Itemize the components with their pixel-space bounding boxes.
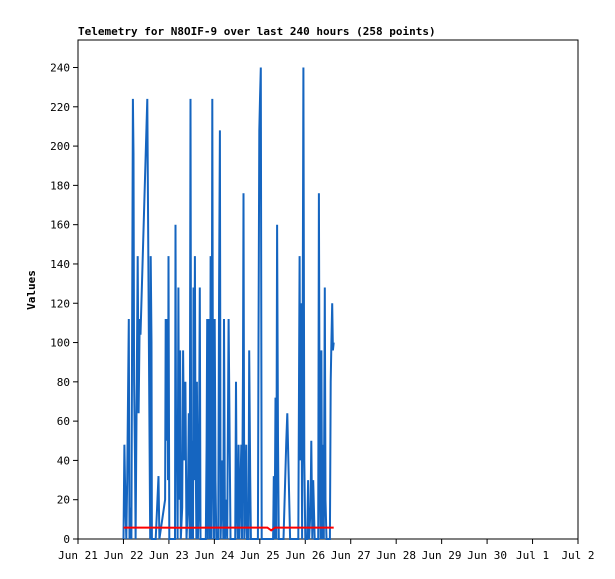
y-axis: 0 20 40 60 80 100 120 140 160 180 200 220 240 [50,62,78,546]
x-tick-label: Jun 27 [331,549,371,562]
y-tick-label: 200 [50,140,70,153]
x-tick-label: Jul 1 [516,549,549,562]
series-group [122,67,335,540]
x-tick-label: Jun 25 [240,549,280,562]
x-tick-label: Jun 21 [58,549,98,562]
series-line-0 [122,67,335,540]
x-tick-label: Jul 2 [561,549,594,562]
y-tick-label: 60 [57,415,70,428]
y-tick-label: 160 [50,219,70,232]
x-tick-label: Jun 26 [285,549,325,562]
series-line-1 [123,526,334,532]
x-tick-label: Jun 22 [104,549,144,562]
x-axis: Jun 21 Jun 22 Jun 23 Jun 24 Jun 25 Jun 26 Jun … [58,539,595,562]
y-axis-label: Values [25,270,38,310]
y-tick-label: 0 [63,533,70,546]
y-tick-label: 80 [57,376,70,389]
y-tick-label: 140 [50,258,70,271]
y-tick-label: 180 [50,179,70,192]
y-tick-label: 40 [57,454,70,467]
y-tick-label: 120 [50,297,70,310]
x-tick-label: Jun 29 [422,549,462,562]
plot-frame [77,39,579,540]
chart-title: Telemetry for N8OIF-9 over last 240 hour… [78,25,436,38]
y-tick-label: 20 [57,494,70,507]
x-tick-label: Jun 28 [376,549,416,562]
x-tick-label: Jun 23 [149,549,189,562]
x-tick-label: Jun 24 [194,549,234,562]
y-tick-label: 220 [50,101,70,114]
y-tick-label: 100 [50,337,70,350]
x-tick-label: Jun 30 [467,549,507,562]
y-tick-label: 240 [50,62,70,75]
